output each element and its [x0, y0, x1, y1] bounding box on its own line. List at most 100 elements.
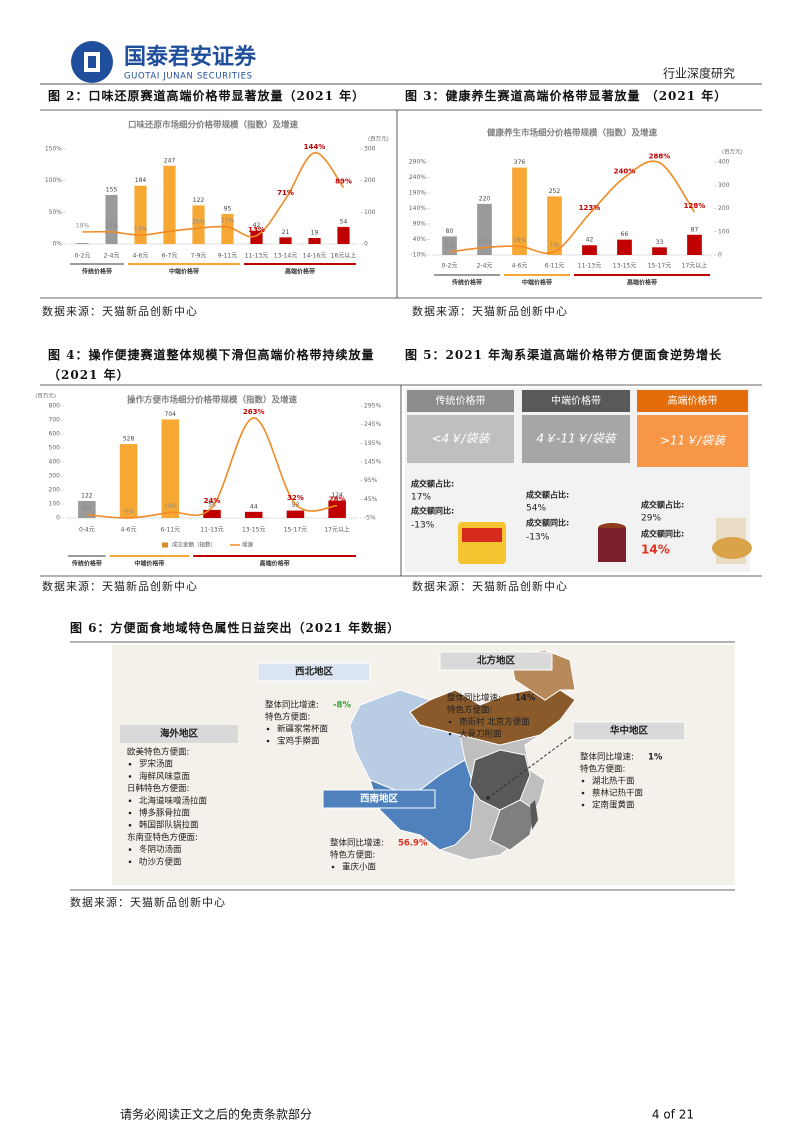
- y-tick-label: -10%: [410, 252, 426, 259]
- growth-label: 240%: [614, 168, 636, 176]
- region-item: 蔡林记热干面: [592, 788, 644, 799]
- chart-title: 操作方便市场细分价格带规模（指数）及增速: [127, 395, 298, 406]
- region-header: [322, 789, 436, 809]
- bullet: [581, 791, 585, 795]
- group-label: 传统价格带: [451, 279, 482, 287]
- x-tick-label: 0-2元: [442, 263, 458, 270]
- growth-value: 14%: [515, 694, 536, 704]
- x-tick-label: 7-9元: [191, 253, 207, 260]
- bar-value-label: 54: [340, 218, 348, 225]
- map-taiwan: [530, 800, 538, 830]
- disclaimer: 请务必阅读正文之后的免责条款部分: [120, 1107, 312, 1122]
- stat-value: -13%: [411, 521, 435, 531]
- source: 数据来源：天猫新品创新中心: [70, 896, 226, 909]
- bar: [244, 511, 263, 518]
- panel-price: 4￥-11￥/袋装: [536, 432, 617, 446]
- bar-value-label: 95: [224, 205, 232, 212]
- x-tick-label: 13-14元: [274, 253, 297, 260]
- bar: [687, 234, 702, 255]
- bar-value-label: 33: [656, 239, 664, 246]
- brand-en: GUOTAI JUNAN SECURITIES: [124, 72, 253, 82]
- source: 数据来源：天猫新品创新中心: [42, 305, 198, 318]
- bar-value-label: 155: [106, 186, 118, 193]
- group-label: 高端价格带: [285, 268, 315, 276]
- noodle-cup: [598, 528, 626, 562]
- caption: 图 2：口味还原赛道高端价格带显著放量（2021 年）: [48, 89, 366, 103]
- axis-unit: (百万元): [368, 136, 389, 143]
- page-number: 4 of 21: [652, 1108, 694, 1122]
- growth-label: 128%: [684, 202, 706, 210]
- bar: [337, 226, 350, 244]
- x-tick-label: 2-4元: [104, 253, 120, 260]
- x-tick-label: 17元以上: [324, 526, 350, 534]
- y-tick-label: 800: [49, 403, 61, 410]
- bar-value-label: 220: [479, 195, 491, 202]
- region-item: 重庆小面: [342, 862, 377, 873]
- bar: [617, 239, 632, 255]
- stat-label: 成交额同比:: [411, 506, 454, 516]
- panel-price-box: [522, 415, 630, 463]
- group-label: 中端价格带: [134, 560, 164, 568]
- region-item: 博多豚骨拉面: [139, 808, 191, 819]
- y2-tick-label: 45%: [364, 496, 378, 503]
- source: 数据来源：天猫新品创新中心: [412, 305, 568, 318]
- stat-label: 成交额占比:: [641, 500, 684, 510]
- region-header: [120, 725, 238, 743]
- growth-label: 288%: [649, 153, 671, 161]
- bar: [221, 213, 234, 244]
- bullet: [128, 848, 132, 851]
- group-label: 传统价格带: [71, 560, 102, 568]
- x-tick-label: 11-13元: [200, 527, 223, 534]
- bullet: [266, 739, 270, 743]
- stat-label: 成交额同比:: [641, 529, 684, 539]
- growth-value: 1%: [648, 753, 663, 763]
- y2-tick-label: 95%: [364, 477, 378, 484]
- region-header: [572, 721, 686, 741]
- bar-value-label: 42: [586, 237, 594, 244]
- bar-value-label: 122: [193, 197, 205, 204]
- bar: [286, 510, 305, 518]
- growth-label: 14%: [478, 238, 492, 245]
- caption: 图 3：健康养生赛道高端价格带显著放量 （2021 年）: [405, 89, 728, 103]
- y2-tick-label: -5%: [364, 515, 376, 522]
- bullet: [448, 720, 452, 724]
- region-item: 北海道味噌汤拉面: [139, 795, 208, 806]
- stat-label: 成交额同比:: [526, 518, 569, 528]
- panel-price: <4￥/袋装: [432, 432, 492, 446]
- stat-value: -13%: [526, 533, 550, 543]
- y-tick-label: 0: [56, 515, 60, 522]
- y2-tick-label: 200: [364, 177, 376, 184]
- x-tick-label: 17元以上: [682, 262, 708, 270]
- x-tick-label: 4-6元: [133, 253, 149, 260]
- growth-label: 整体同比增速:: [330, 838, 384, 849]
- growth-line: [86, 417, 338, 519]
- y2-tick-label: 200: [718, 205, 730, 212]
- bullet: [581, 779, 585, 783]
- region-name: 西北地区: [295, 666, 334, 678]
- bar: [582, 245, 597, 255]
- bar: [203, 509, 221, 518]
- caption: 图 6：方便面食地域特色属性日益突出（2021 年数据）: [70, 621, 401, 635]
- bullet: [128, 762, 132, 766]
- bullet: [128, 799, 132, 803]
- y2-tick-label: 400: [718, 159, 730, 166]
- bar: [512, 167, 527, 255]
- x-tick-label: 0-2元: [75, 253, 91, 260]
- growth-label: 24%: [204, 497, 221, 505]
- source: 数据来源：天猫新品创新中心: [42, 580, 198, 593]
- growth-label: 263%: [243, 408, 265, 416]
- bar-value-label: 87: [691, 226, 699, 233]
- growth-label: 整体同比增速:: [265, 700, 319, 711]
- stat-value: 17%: [411, 493, 431, 503]
- region-name: 华中地区: [610, 725, 649, 737]
- feature-label: 欧美特色方便面:: [127, 747, 189, 758]
- y-tick-label: 0%: [52, 241, 62, 248]
- growth-label: 0%: [445, 242, 455, 249]
- x-tick-label: 4-6元: [121, 527, 137, 534]
- bar-value-label: 252: [549, 188, 561, 195]
- growth-label: 25%: [192, 219, 206, 226]
- growth-label: 10%: [164, 503, 178, 510]
- caption: 图 4：操作便捷赛道整体规模下滑但高端价格带持续放量（2021 年）: [48, 348, 375, 382]
- bar: [161, 419, 180, 518]
